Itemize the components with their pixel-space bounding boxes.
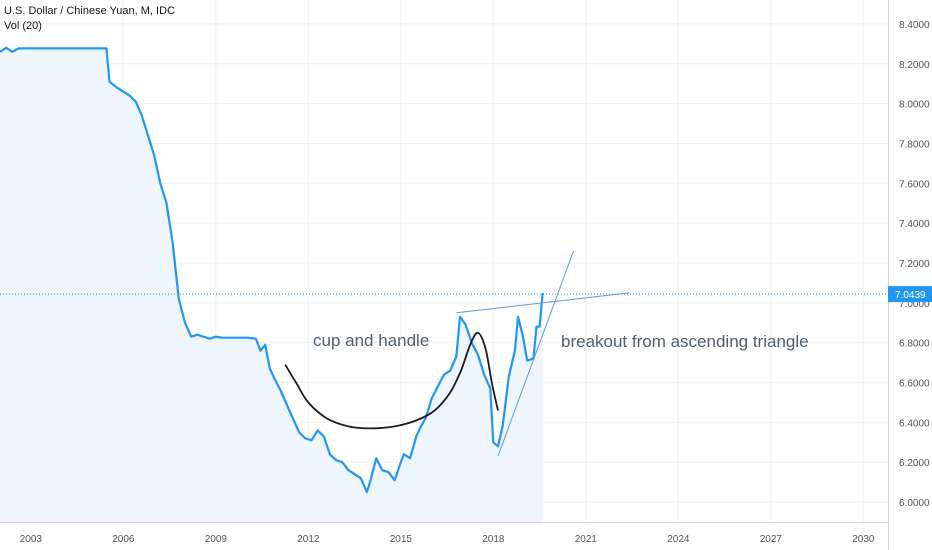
price-tick-label: 7.2000 <box>899 259 930 270</box>
price-tick-label: 6.6000 <box>899 379 930 390</box>
last-price-tag-text: 7.0439 <box>895 290 926 301</box>
time-tick-label: 2015 <box>390 534 413 545</box>
triangle-upper-trendline[interactable] <box>456 292 630 314</box>
price-tick-label: 6.0000 <box>899 498 930 509</box>
time-tick-label: 2024 <box>667 534 690 545</box>
price-tick-label: 8.2000 <box>899 60 930 71</box>
cup-and-handle-label[interactable]: cup and handle <box>313 331 429 350</box>
price-tick-label: 6.8000 <box>899 339 930 350</box>
time-axis[interactable]: 2003 2006 2009 2012 2015 2018 2021 2024 2027 2030 <box>20 534 875 545</box>
chart-legend: U.S. Dollar / Chinese Yuan, M, IDC Vol (… <box>4 4 175 34</box>
price-area-fill <box>0 47 543 523</box>
time-tick-label: 2030 <box>852 534 875 545</box>
time-tick-label: 2003 <box>20 534 43 545</box>
time-tick-label: 2009 <box>205 534 228 545</box>
last-price-tag-bg <box>888 286 932 303</box>
price-tick-label: 8.0000 <box>899 100 930 111</box>
symbol-title[interactable]: U.S. Dollar / Chinese Yuan, M, IDC <box>4 5 175 17</box>
last-price-tag: 7.0439 <box>888 286 932 303</box>
price-tick-label: 6.2000 <box>899 458 930 469</box>
time-tick-label: 2006 <box>112 534 135 545</box>
price-tick-label: 8.4000 <box>899 20 930 31</box>
breakout-label[interactable]: breakout from ascending triangle <box>561 332 809 351</box>
price-line[interactable] <box>0 46 544 494</box>
price-tick-label: 7.8000 <box>899 139 930 150</box>
triangle-lower-trendline[interactable] <box>497 250 574 457</box>
time-tick-label: 2018 <box>482 534 505 545</box>
time-tick-label: 2012 <box>297 534 320 545</box>
volume-indicator-label[interactable]: Vol (20) <box>4 20 42 32</box>
price-tick-label: 6.4000 <box>899 418 930 429</box>
time-tick-label: 2027 <box>760 534 783 545</box>
cup-curve-drawing[interactable] <box>284 331 499 430</box>
price-tick-label: 7.0000 <box>899 299 930 310</box>
price-tick-label: 7.6000 <box>899 179 930 190</box>
price-tick-label: 7.4000 <box>899 219 930 230</box>
time-tick-label: 2021 <box>575 534 598 545</box>
price-axis[interactable]: 6.0000 6.2000 6.4000 6.6000 6.8000 7.0000 7.20… <box>899 20 930 509</box>
